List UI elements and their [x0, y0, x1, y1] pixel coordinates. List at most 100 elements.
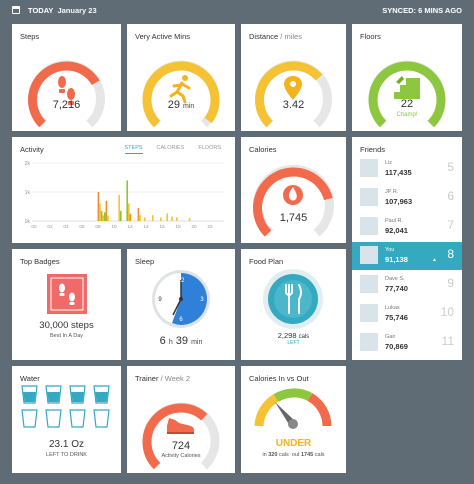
floors-gauge — [368, 60, 446, 128]
friend-name: Lukas — [385, 305, 400, 311]
x-tick-label: 02 — [47, 224, 53, 230]
activity-tile[interactable]: Activity STEPS CALORIES FLOORS 0k 1k 2k 00 0… — [12, 137, 235, 243]
water-glass-fill — [47, 392, 60, 402]
water-glass — [21, 385, 38, 404]
sync-status: SYNCED: 6 MINS AGO — [382, 5, 462, 15]
cio-meter — [254, 388, 332, 429]
tab-steps[interactable]: STEPS — [124, 145, 143, 154]
activity-bar — [160, 217, 162, 221]
cio-status: UNDER — [275, 438, 312, 449]
sleep-min-unit: min — [191, 339, 203, 346]
y-tick-label: 2k — [25, 161, 31, 167]
food-readout: 2,298 cals — [241, 331, 346, 340]
friend-name: Gair — [385, 334, 396, 340]
activity-bar — [152, 215, 154, 221]
avatar — [360, 333, 378, 351]
friend-row-you[interactable]: You 91,138 8 ▲ — [352, 242, 462, 270]
tab-calories[interactable]: CALORIES — [156, 145, 185, 151]
water-glass — [93, 385, 110, 404]
sleep-clock: 12 3 6 9 — [152, 270, 210, 328]
active-minutes-readout: 29 min — [127, 99, 235, 111]
trainer-tile[interactable]: Trainer / Week 2 724 Activity Calories — [127, 366, 235, 473]
activity-bar — [120, 210, 122, 221]
floors-tile[interactable]: Floors 22 Champ! — [352, 24, 462, 131]
badges-tile[interactable]: Top Badges 30,000 steps Best In A Day — [12, 249, 121, 360]
sleep-title: Sleep — [135, 257, 155, 266]
y-tick-label: 1k — [25, 190, 31, 196]
friend-steps: 91,138 — [385, 255, 408, 264]
distance-title: Distance / miles — [249, 32, 302, 41]
sleep-tile[interactable]: Sleep 12 3 6 9 6 h 39 min — [127, 249, 235, 360]
friend-row[interactable]: Liz 117,435 5 — [352, 155, 462, 183]
active-minutes-tile[interactable]: Very Active Mins 29 min — [127, 24, 235, 131]
sleep-readout: 6 h 39 min — [127, 335, 235, 347]
activity-tabs: STEPS CALORIES FLOORS — [124, 145, 221, 154]
friend-row[interactable]: Paul R. 92,041 7 — [352, 213, 462, 241]
food-left: LEFT — [287, 340, 300, 346]
food-plan-graphic — [263, 269, 323, 329]
clock-3: 3 — [200, 297, 204, 303]
activity-bar — [128, 203, 130, 221]
friend-rank: 8 — [447, 247, 454, 261]
floors-title: Floors — [360, 32, 381, 41]
calendar-icon[interactable] — [12, 6, 20, 14]
steps-tile[interactable]: Steps 7,216 — [12, 24, 121, 131]
runner-icon — [169, 75, 191, 104]
friend-row[interactable]: Gair 70,869 11 — [352, 329, 462, 357]
friend-steps: 70,869 — [385, 342, 408, 351]
sleep-hours: 6 — [159, 335, 166, 347]
avatar — [360, 275, 378, 293]
activity-bar — [100, 210, 103, 221]
calories-tile[interactable]: Calories 1,745 — [241, 137, 346, 243]
badge-value: 30,000 steps — [39, 320, 94, 331]
friend-steps: 107,963 — [385, 197, 413, 206]
steps-gauge-fill — [28, 61, 100, 128]
friend-row[interactable]: JP R. 107,963 6 — [352, 184, 462, 212]
avatar — [360, 304, 378, 322]
activity-chart: 0k 1k 2k 00 02 04 06 08 10 12 14 16 18 20 22 — [25, 161, 224, 230]
activity-bar — [97, 192, 100, 221]
trend-up-icon: ▲ — [432, 257, 437, 263]
calories-in-out-tile[interactable]: Calories In vs Out UNDER in 320 cals out… — [241, 366, 346, 473]
x-tick-label: 08 — [95, 224, 101, 230]
y-tick-label: 0k — [25, 219, 31, 225]
cio-out-value: 1745 — [301, 452, 314, 458]
activity-bar — [176, 217, 178, 221]
friend-name: Dave S. — [385, 276, 405, 282]
activity-bar — [105, 200, 108, 221]
friend-row[interactable]: Lukas 75,746 10 — [352, 300, 462, 328]
date-label: January 23 — [57, 5, 97, 15]
badge-note: Best In A Day — [49, 333, 84, 339]
food-cals: 2,298 — [277, 331, 297, 340]
trainer-title-sub: / Week 2 — [160, 374, 191, 383]
sleep-wedge — [181, 273, 207, 325]
distance-tile[interactable]: Distance / miles 3.42 — [241, 24, 346, 131]
friend-row[interactable]: Dave S. 77,740 9 — [352, 271, 462, 299]
steps-title: Steps — [20, 32, 40, 41]
water-glass — [93, 409, 110, 428]
calories-gauge — [253, 164, 334, 237]
tab-floors[interactable]: FLOORS — [198, 145, 221, 151]
steps-gauge — [28, 60, 105, 128]
badge-square — [47, 274, 87, 314]
clock-12: 12 — [178, 278, 185, 284]
food-plan-tile[interactable]: Food Plan 2,298 cals LEFT — [241, 249, 346, 360]
trainer-gauge-fill — [142, 403, 208, 470]
activity-bar — [107, 215, 109, 221]
friend-steps: 75,746 — [385, 313, 408, 322]
friend-name: Paul R. — [385, 218, 404, 224]
sleep-mins: 39 — [175, 335, 189, 347]
activity-bar — [139, 215, 141, 221]
avatar — [360, 217, 378, 235]
friends-tile[interactable]: Friends Liz 117,435 5 JP R. 107,963 6 Paul R. 9… — [352, 137, 462, 360]
food-cals-unit: cals — [298, 334, 310, 340]
distance-gauge-fill — [255, 61, 323, 128]
cio-title: Calories In vs Out — [249, 374, 309, 383]
water-value: 23.1 Oz — [48, 439, 85, 450]
cio-in-cals: cals — [278, 452, 289, 458]
avatar — [360, 159, 378, 177]
distance-title-sub: / miles — [280, 32, 302, 41]
distance-title-main: Distance — [249, 32, 279, 41]
cio-out-cals: cals — [314, 452, 325, 458]
water-tile[interactable]: Water 23.1 Oz LEFT TO DRINK — [12, 366, 121, 473]
